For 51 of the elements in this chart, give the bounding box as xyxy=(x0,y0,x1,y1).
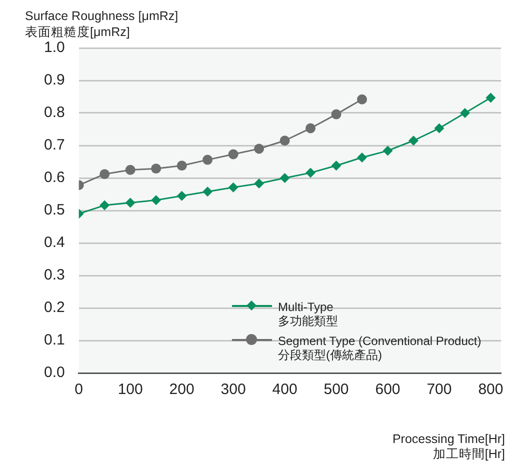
y-tick-label: 0.7 xyxy=(44,136,65,154)
x-axis-title: Processing Time[Hr] 加工時間[Hr] xyxy=(392,432,505,462)
x-tick-label: 0 xyxy=(74,381,84,398)
y-tick-label: 0.8 xyxy=(44,104,65,122)
y-tick-label: 0.4 xyxy=(44,234,65,252)
point xyxy=(486,92,496,103)
y-tick-label: 0.0 xyxy=(44,364,65,382)
point xyxy=(306,168,316,178)
point xyxy=(125,198,136,208)
point xyxy=(176,190,187,201)
point xyxy=(254,144,264,154)
x-tick-label: 600 xyxy=(375,381,400,398)
y-tick-label: 0.2 xyxy=(44,299,65,316)
x-tick-label: 100 xyxy=(118,381,143,398)
point xyxy=(331,160,342,171)
legend-label: Segment Type (Conventional Product) 分段類型(傳統產品) xyxy=(278,334,482,362)
point xyxy=(280,136,290,146)
x-tick-label: 200 xyxy=(169,381,194,398)
point xyxy=(202,154,213,165)
point xyxy=(280,173,290,183)
point xyxy=(228,182,238,192)
point xyxy=(254,178,264,189)
point xyxy=(382,146,393,156)
point xyxy=(125,164,136,175)
y-tick-label: 0.3 xyxy=(44,266,65,284)
point xyxy=(357,94,367,104)
point xyxy=(100,200,110,210)
y-tick-label: 0.5 xyxy=(44,202,65,219)
point xyxy=(100,169,110,180)
point xyxy=(151,195,162,206)
point xyxy=(228,149,238,160)
point xyxy=(306,123,316,134)
point xyxy=(176,160,187,171)
point xyxy=(408,136,418,146)
x-tick-label: 300 xyxy=(220,381,246,398)
point xyxy=(434,123,444,134)
x-tick-label: 800 xyxy=(478,381,504,398)
x-tick-label: 400 xyxy=(272,381,298,398)
y-tick-label: 0.1 xyxy=(44,332,65,349)
y-axis-title: Surface Roughness [μmRz] 表面粗糙度[μmRz] xyxy=(25,8,178,40)
x-tick-label: 500 xyxy=(324,381,349,398)
y-tick-label: 0.6 xyxy=(44,169,65,186)
point xyxy=(202,186,213,197)
point xyxy=(331,109,342,120)
y-tick-label: 0.9 xyxy=(44,72,65,89)
point xyxy=(357,152,367,163)
x-tick-label: 700 xyxy=(426,381,452,398)
point xyxy=(151,164,162,174)
legend-label: Multi-Type 多功能類型 xyxy=(278,300,338,328)
y-tick-label: 1.0 xyxy=(44,39,65,56)
point xyxy=(460,108,470,118)
